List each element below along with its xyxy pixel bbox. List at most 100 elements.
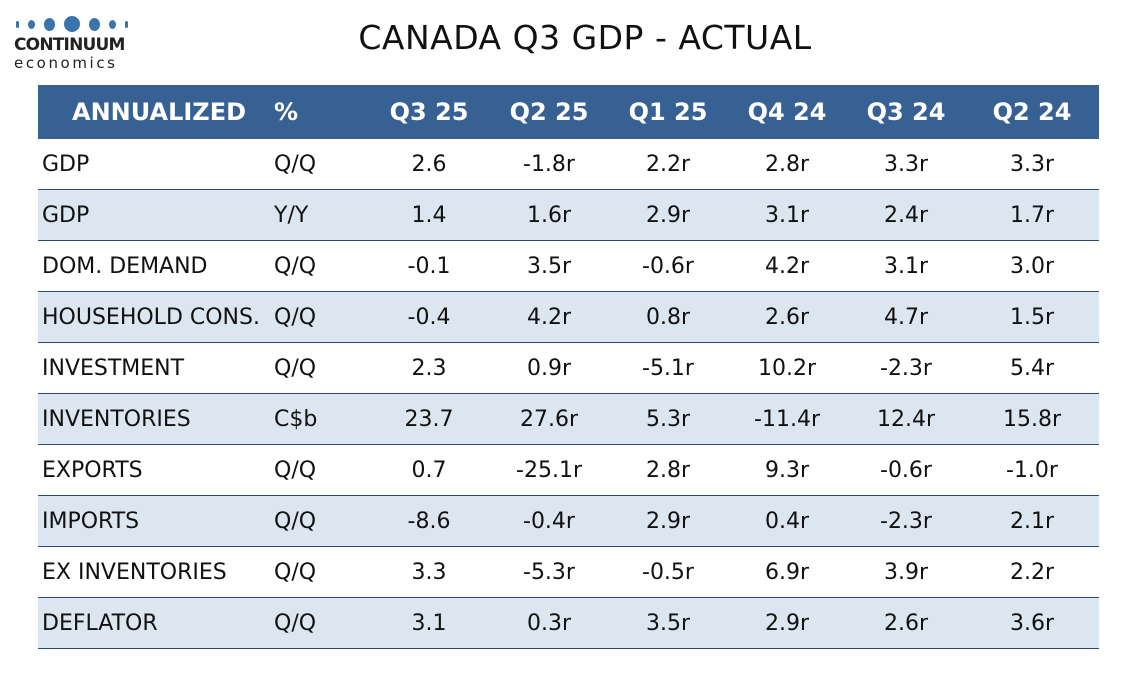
- table-cell: 3.5r: [489, 240, 609, 292]
- table-cell: 1.7r: [965, 189, 1099, 241]
- table-cell: -2.3r: [847, 342, 965, 394]
- table-cell: -25.1r: [489, 444, 609, 496]
- logo-wordmark: CONTINUUM: [14, 35, 125, 55]
- table-cell: 9.3r: [727, 444, 847, 496]
- row-unit: Q/Q: [274, 546, 369, 598]
- table-row: DOM. DEMAND Q/Q -0.1 3.5r -0.6r 4.2r 3.1r 3.0r: [38, 240, 1099, 292]
- brand-logo: CONTINUUM economics: [14, 14, 134, 71]
- table-cell: 12.4r: [847, 393, 965, 445]
- table-row: EXPORTS Q/Q 0.7 -25.1r 2.8r 9.3r -0.6r -1.0r: [38, 444, 1099, 496]
- table-cell: 0.3r: [489, 597, 609, 649]
- table-cell: 6.9r: [727, 546, 847, 598]
- table-cell: 23.7: [369, 393, 489, 445]
- table-cell: 3.3: [369, 546, 489, 598]
- column-header: Q2 25: [489, 85, 609, 139]
- table-row: IMPORTS Q/Q -8.6 -0.4r 2.9r 0.4r -2.3r 2.1r: [38, 495, 1099, 547]
- table-cell: 10.2r: [727, 342, 847, 394]
- table-cell: -0.6r: [609, 240, 727, 292]
- table-cell: -1.8r: [489, 139, 609, 190]
- table-cell: -5.1r: [609, 342, 727, 394]
- table-cell: -0.1: [369, 240, 489, 292]
- table-cell: -5.3r: [489, 546, 609, 598]
- table-cell: -0.5r: [609, 546, 727, 598]
- row-unit: Q/Q: [274, 240, 369, 292]
- table-cell: 2.6r: [847, 597, 965, 649]
- row-unit: Y/Y: [274, 189, 369, 241]
- table-cell: -0.4: [369, 291, 489, 343]
- page-title: CANADA Q3 GDP - ACTUAL: [358, 18, 812, 57]
- column-header: Q1 25: [609, 85, 727, 139]
- table-header-row: ANNUALIZED% Q3 25 Q2 25 Q1 25 Q4 24 Q3 24 Q2 2…: [38, 85, 1099, 139]
- row-label: EXPORTS: [38, 444, 274, 496]
- table-cell: 0.4r: [727, 495, 847, 547]
- table-cell: 4.7r: [847, 291, 965, 343]
- row-label: DEFLATOR: [38, 597, 274, 649]
- row-unit: Q/Q: [274, 495, 369, 547]
- table-cell: 3.0r: [965, 240, 1099, 292]
- logo-subtitle: economics: [14, 54, 118, 72]
- table-cell: 1.5r: [965, 291, 1099, 343]
- table-cell: 3.9r: [847, 546, 965, 598]
- table-cell: 0.7: [369, 444, 489, 496]
- table-cell: 1.6r: [489, 189, 609, 241]
- row-unit: Q/Q: [274, 139, 369, 190]
- table-cell: 3.1r: [847, 240, 965, 292]
- table-cell: 0.8r: [609, 291, 727, 343]
- table-cell: 2.6r: [727, 291, 847, 343]
- gdp-table: ANNUALIZED% Q3 25 Q2 25 Q1 25 Q4 24 Q3 24 Q2 2…: [38, 85, 1099, 649]
- table-row: INVESTMENT Q/Q 2.3 0.9r -5.1r 10.2r -2.3r 5.4r: [38, 342, 1099, 394]
- table-cell: 2.8r: [609, 444, 727, 496]
- table-cell: 4.2r: [727, 240, 847, 292]
- table-cell: 2.1r: [965, 495, 1099, 547]
- table-row: DEFLATOR Q/Q 3.1 0.3r 3.5r 2.9r 2.6r 3.6r: [38, 597, 1099, 649]
- column-header: ANNUALIZED: [38, 85, 274, 139]
- table-cell: 2.8r: [727, 139, 847, 190]
- table-cell: 4.2r: [489, 291, 609, 343]
- table-cell: 2.6: [369, 139, 489, 190]
- table-cell: 3.3r: [965, 139, 1099, 190]
- table-cell: 27.6r: [489, 393, 609, 445]
- row-unit: Q/Q: [274, 444, 369, 496]
- row-unit: C$b: [274, 393, 369, 445]
- column-header: Q2 24: [965, 85, 1099, 139]
- row-label: DOM. DEMAND: [38, 240, 274, 292]
- row-label: INVESTMENT: [38, 342, 274, 394]
- table-row: INVENTORIES C$b 23.7 27.6r 5.3r -11.4r 12.4r 15…: [38, 393, 1099, 445]
- table-cell: 3.1: [369, 597, 489, 649]
- row-label: IMPORTS: [38, 495, 274, 547]
- table-cell: -1.0r: [965, 444, 1099, 496]
- table-cell: 2.9r: [609, 495, 727, 547]
- table-row: GDP Q/Q 2.6 -1.8r 2.2r 2.8r 3.3r 3.3r: [38, 139, 1099, 190]
- table-cell: 2.2r: [965, 546, 1099, 598]
- table-cell: 3.1r: [727, 189, 847, 241]
- row-label: HOUSEHOLD CONS.: [38, 291, 274, 343]
- row-label: GDP: [38, 189, 274, 241]
- table-row: GDP Y/Y 1.4 1.6r 2.9r 3.1r 2.4r 1.7r: [38, 189, 1099, 241]
- table-cell: 3.3r: [847, 139, 965, 190]
- row-label: GDP: [38, 139, 274, 190]
- table-cell: 2.4r: [847, 189, 965, 241]
- table-cell: 5.3r: [609, 393, 727, 445]
- row-label: EX INVENTORIES: [38, 546, 274, 598]
- table-cell: 3.5r: [609, 597, 727, 649]
- table-cell: 2.9r: [609, 189, 727, 241]
- table-cell: 3.6r: [965, 597, 1099, 649]
- column-header: Q3 24: [847, 85, 965, 139]
- row-unit: Q/Q: [274, 291, 369, 343]
- table-cell: 2.3: [369, 342, 489, 394]
- column-header: %: [274, 85, 369, 139]
- table-cell: 15.8r: [965, 393, 1099, 445]
- table-cell: -11.4r: [727, 393, 847, 445]
- table-cell: 0.9r: [489, 342, 609, 394]
- table-row: HOUSEHOLD CONS. Q/Q -0.4 4.2r 0.8r 2.6r 4.7r 1.…: [38, 291, 1099, 343]
- row-unit: Q/Q: [274, 342, 369, 394]
- table-cell: -2.3r: [847, 495, 965, 547]
- table-cell: 2.9r: [727, 597, 847, 649]
- row-unit: Q/Q: [274, 597, 369, 649]
- table-cell: -0.4r: [489, 495, 609, 547]
- column-header: Q3 25: [369, 85, 489, 139]
- table-cell: -8.6: [369, 495, 489, 547]
- logo-dots-icon: [16, 14, 134, 34]
- row-label: INVENTORIES: [38, 393, 274, 445]
- table-cell: 5.4r: [965, 342, 1099, 394]
